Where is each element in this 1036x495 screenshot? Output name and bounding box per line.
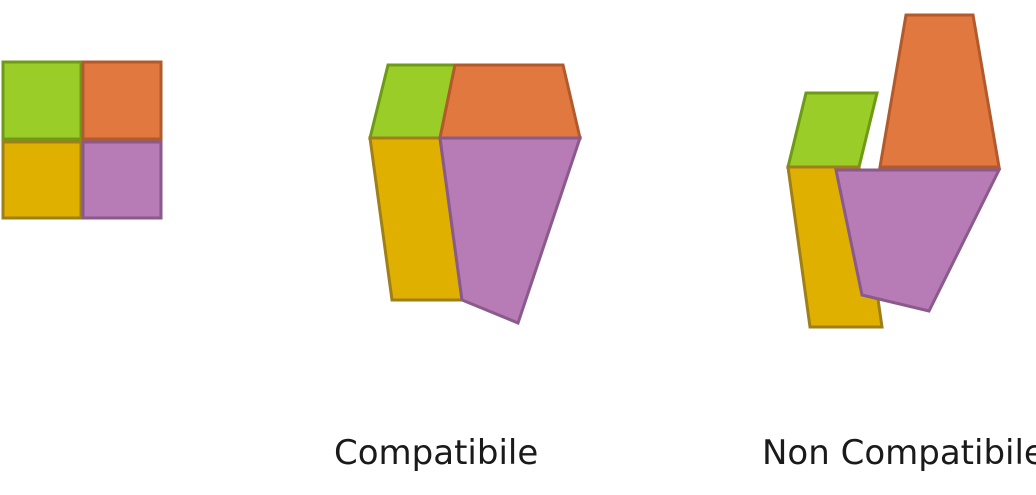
green-detached: [786, 91, 879, 169]
purple-deformed: [438, 136, 583, 325]
compatible-deformation: [368, 63, 583, 325]
caption-compatible: Compatibile: [334, 433, 539, 473]
yellow-square: [1, 140, 83, 220]
non-compatible-deformation: [786, 13, 1002, 329]
orange-square: [81, 60, 163, 141]
caption-non-compatible: Non Compatibile: [762, 433, 1036, 473]
orange-deformed: [438, 63, 582, 140]
purple-detached: [834, 168, 1002, 313]
green-square: [1, 60, 83, 141]
purple-square: [81, 140, 163, 220]
orange-detached: [878, 13, 1001, 169]
original-grid: [1, 60, 163, 220]
